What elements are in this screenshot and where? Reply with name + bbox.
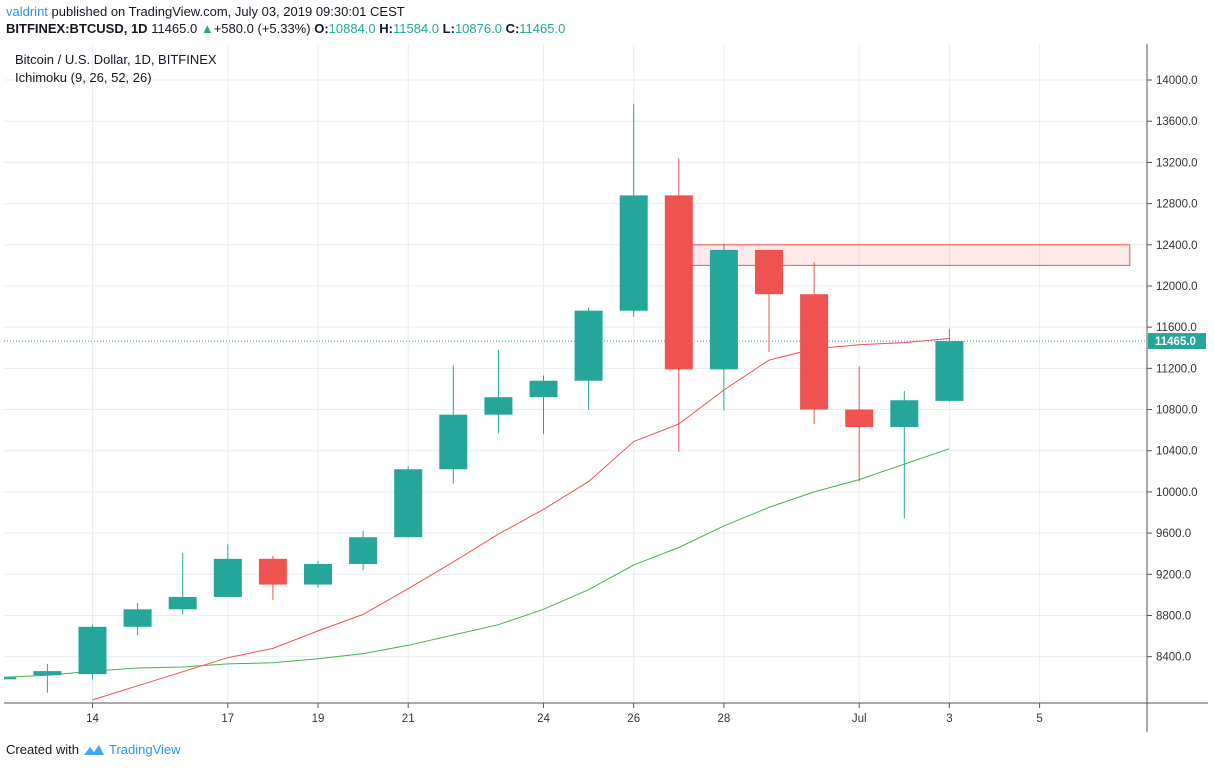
candles xyxy=(4,103,964,693)
resistance-zone xyxy=(677,244,1131,266)
close-label: C: xyxy=(505,21,520,36)
x-tick-label: 17 xyxy=(221,713,234,725)
ohlc-line: BITFINEX:BTCUSD, 1D 11465.0 ▲+580.0 (+5.… xyxy=(6,21,565,36)
indicator-lines xyxy=(4,338,1147,701)
price-chart[interactable]: 8400.0 8800.0 9200.0 9600.0 10000.0 10400.0 10… xyxy=(4,44,1208,732)
chart-title: Bitcoin / U.S. Dollar, 1D, BITFINEX xyxy=(15,52,217,67)
candle-body xyxy=(78,626,107,675)
candle-body xyxy=(845,409,874,428)
y-tick-label: 12800.0 xyxy=(1156,199,1198,211)
y-tick-label: 13600.0 xyxy=(1156,116,1198,128)
indicator-legend[interactable]: Ichimoku (9, 26, 52, 26) xyxy=(15,70,152,85)
candle-body xyxy=(439,414,468,470)
x-tick-label: 19 xyxy=(312,713,325,725)
y-tick-label: 10800.0 xyxy=(1156,405,1198,417)
x-tick-label: 3 xyxy=(946,713,952,725)
x-tick-label: 5 xyxy=(1036,713,1042,725)
publish-line: valdrint published on TradingView.com, J… xyxy=(6,4,405,19)
candle-body xyxy=(394,469,423,538)
current-price-text: 11465.0 xyxy=(1155,336,1196,348)
created-with-text: Created with xyxy=(6,742,79,757)
candle-body xyxy=(574,310,603,381)
candle-body xyxy=(168,596,197,610)
candle-body xyxy=(484,397,513,415)
symbol-label: BITFINEX:BTCUSD, 1D xyxy=(6,21,148,36)
high-value: 11584.0 xyxy=(393,21,440,36)
y-tick-label: 9200.0 xyxy=(1156,569,1191,581)
change-value: +580.0 (+5.33%) xyxy=(213,21,311,36)
candle-body xyxy=(213,558,242,597)
close-value: 11465.0 xyxy=(519,21,566,36)
candle-body xyxy=(349,537,378,564)
current-price-label: 11465.0 xyxy=(1148,333,1206,350)
x-tick-label: Jul xyxy=(852,713,867,725)
axes: 8400.0 8800.0 9200.0 9600.0 10000.0 10400.0 10… xyxy=(4,44,1208,732)
base-line xyxy=(4,448,950,678)
candle-body xyxy=(123,609,152,627)
author-link[interactable]: valdrint xyxy=(6,4,48,19)
candle-body xyxy=(755,249,783,295)
footer: Created with TradingView xyxy=(6,742,181,757)
x-tick-label: 14 xyxy=(86,713,99,725)
current-price-badge xyxy=(1148,333,1206,350)
candle-body xyxy=(935,341,964,401)
candle-body xyxy=(33,671,62,676)
published-text: published on TradingView.com, July 03, 2… xyxy=(51,4,405,19)
y-tick-label: 8400.0 xyxy=(1156,652,1191,664)
y-tick-label: 11600.0 xyxy=(1156,322,1197,334)
price-value: 11465.0 xyxy=(151,21,198,36)
x-tick-label: 28 xyxy=(718,713,731,725)
low-label: L: xyxy=(442,21,455,36)
y-tick-label: 11200.0 xyxy=(1156,363,1197,375)
y-tick-label: 10000.0 xyxy=(1156,487,1198,499)
open-value: 10884.0 xyxy=(328,21,376,36)
candle-body xyxy=(529,380,558,398)
candle-body xyxy=(800,294,829,410)
change-up-icon: ▲ xyxy=(200,21,214,36)
resistance-zone-layer xyxy=(677,244,1131,266)
y-tick-label: 14000.0 xyxy=(1156,75,1198,87)
low-value: 10876.0 xyxy=(454,21,502,36)
y-tick-label: 10400.0 xyxy=(1156,446,1198,458)
tradingview-logo-icon xyxy=(83,744,104,755)
candle-body xyxy=(304,563,332,585)
y-tick-label: 8800.0 xyxy=(1156,610,1191,622)
high-label: H: xyxy=(379,21,393,36)
x-tick-label: 26 xyxy=(627,713,640,725)
open-label: O: xyxy=(314,21,329,36)
candle-body xyxy=(664,195,693,370)
candle-body xyxy=(709,249,738,370)
y-tick-label: 12000.0 xyxy=(1156,281,1198,293)
candle-body xyxy=(619,195,648,311)
x-tick-label: 21 xyxy=(402,713,415,725)
y-tick-label: 9600.0 xyxy=(1156,528,1191,540)
y-tick-label: 13200.0 xyxy=(1156,157,1198,169)
grid xyxy=(4,44,1147,703)
tradingview-link[interactable]: TradingView xyxy=(108,742,181,757)
y-tick-label: 12400.0 xyxy=(1156,240,1198,252)
candle-body xyxy=(4,677,17,680)
candle-body xyxy=(258,558,287,585)
x-tick-label: 24 xyxy=(537,713,550,725)
candle-body xyxy=(890,400,919,428)
